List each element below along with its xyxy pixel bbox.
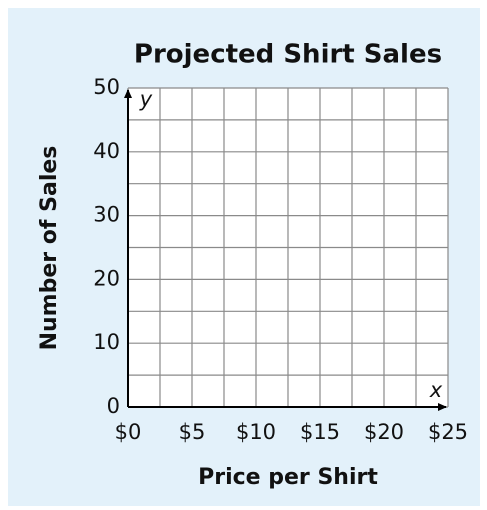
x-tick-label: $15 xyxy=(300,420,340,444)
x-tick-label: $10 xyxy=(236,420,276,444)
y-axis-label: Number of Sales xyxy=(37,146,62,351)
y-tick-label: 0 xyxy=(107,394,120,418)
y-tick-label: 30 xyxy=(93,203,120,227)
x-axis-label: Price per Shirt xyxy=(198,465,378,490)
x-axis-symbol: x xyxy=(429,378,443,402)
y-tick-label: 40 xyxy=(93,139,120,163)
y-tick-label: 20 xyxy=(93,266,120,290)
y-tick-label: 50 xyxy=(93,75,120,99)
x-tick-label: $5 xyxy=(179,420,206,444)
x-tick-label: $25 xyxy=(428,420,468,444)
x-tick-label: $0 xyxy=(115,420,142,444)
x-tick-label: $20 xyxy=(364,420,404,444)
y-tick-label: 10 xyxy=(93,330,120,354)
y-axis-symbol: y xyxy=(139,87,153,111)
chart-title: Projected Shirt Sales xyxy=(134,40,442,70)
